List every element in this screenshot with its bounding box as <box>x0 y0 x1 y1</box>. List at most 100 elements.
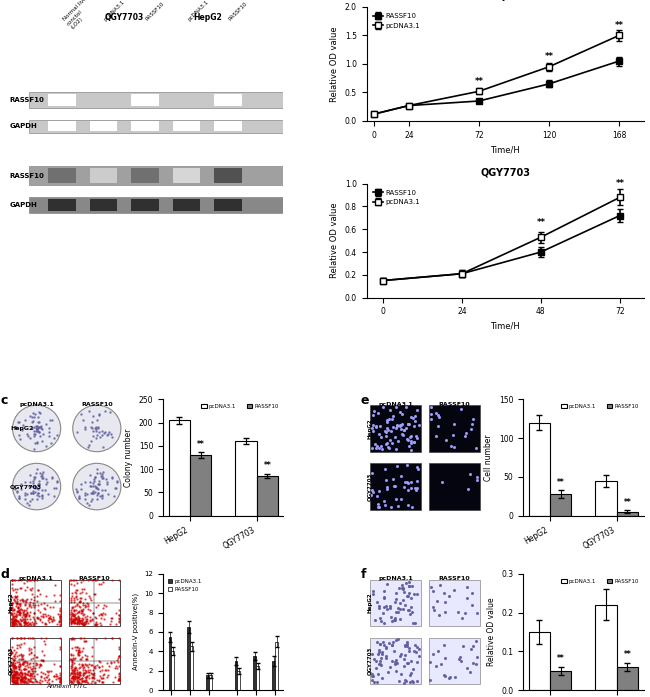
Point <box>39 668 49 680</box>
Point <box>426 409 437 420</box>
Point <box>383 424 393 436</box>
Point <box>16 638 26 650</box>
Point <box>20 610 30 621</box>
Point <box>411 657 422 668</box>
Text: QGY7703: QGY7703 <box>105 13 144 22</box>
Point <box>81 672 91 683</box>
Point <box>23 674 34 685</box>
Point <box>68 667 79 678</box>
Point <box>9 673 20 684</box>
Point <box>73 676 84 687</box>
Point <box>42 600 53 611</box>
Text: QGY7703: QGY7703 <box>368 473 372 500</box>
Point <box>12 593 22 604</box>
Point <box>410 639 421 650</box>
Point <box>10 661 21 672</box>
Point <box>22 669 32 680</box>
Point <box>66 634 77 645</box>
Point <box>20 671 31 682</box>
Y-axis label: Annexin-V positive(%): Annexin-V positive(%) <box>132 593 138 671</box>
Point <box>30 599 40 611</box>
Point <box>11 670 21 681</box>
Point <box>79 611 90 622</box>
Point <box>20 615 31 627</box>
Point <box>68 615 79 626</box>
Text: RASSF10: RASSF10 <box>79 576 110 581</box>
Point <box>81 654 92 665</box>
Point <box>25 648 36 659</box>
Point <box>411 404 422 415</box>
Point <box>8 673 18 684</box>
Bar <box>29 197 292 213</box>
Text: f: f <box>361 568 366 581</box>
Text: **: ** <box>623 498 631 507</box>
Point <box>18 606 29 618</box>
Point <box>370 438 380 450</box>
Point <box>70 608 81 620</box>
Point <box>98 602 109 613</box>
Point <box>380 464 391 475</box>
Point <box>33 661 44 673</box>
Point <box>6 614 17 625</box>
Point <box>7 574 18 585</box>
Point <box>76 677 86 688</box>
Point <box>402 418 413 429</box>
Point <box>32 604 43 615</box>
Point <box>70 668 81 679</box>
Point <box>6 673 17 684</box>
Text: HepG2: HepG2 <box>10 426 34 431</box>
Point <box>29 650 39 661</box>
Point <box>19 618 29 629</box>
Point <box>74 615 85 626</box>
Point <box>77 673 87 684</box>
Point <box>10 675 20 686</box>
Point <box>19 663 29 674</box>
Point <box>7 675 18 687</box>
Point <box>92 619 102 630</box>
Point <box>372 648 383 659</box>
Point <box>69 596 79 607</box>
Point <box>114 673 124 684</box>
Bar <box>90 168 117 183</box>
Point <box>82 671 92 682</box>
Point <box>103 669 114 680</box>
Point <box>404 580 414 591</box>
Point <box>16 648 27 659</box>
Point <box>372 668 383 680</box>
Point <box>374 659 384 670</box>
Point <box>384 442 395 453</box>
Point <box>66 618 76 629</box>
Point <box>25 597 36 608</box>
Point <box>31 659 41 671</box>
Point <box>379 496 389 507</box>
Point <box>68 650 78 661</box>
Y-axis label: Colony number: Colony number <box>124 429 133 487</box>
Point <box>23 665 34 676</box>
Point <box>433 410 443 421</box>
Point <box>70 586 81 597</box>
Point <box>114 674 124 685</box>
Bar <box>90 199 117 210</box>
Point <box>66 618 76 629</box>
Point <box>66 642 77 653</box>
Point <box>81 588 92 599</box>
Point <box>69 671 79 682</box>
Point <box>14 606 25 618</box>
Point <box>74 667 85 678</box>
Point <box>391 587 401 598</box>
Point <box>29 595 39 606</box>
Point <box>77 675 87 687</box>
Point <box>460 607 471 618</box>
Point <box>381 430 391 441</box>
Point <box>8 671 18 682</box>
Point <box>90 662 101 673</box>
Point <box>72 607 83 618</box>
Point <box>25 618 36 629</box>
Point <box>80 677 90 688</box>
Point <box>69 609 79 620</box>
Point <box>14 668 24 680</box>
Point <box>68 665 78 676</box>
Point <box>79 675 90 686</box>
Point <box>30 662 40 673</box>
Point <box>15 617 25 628</box>
